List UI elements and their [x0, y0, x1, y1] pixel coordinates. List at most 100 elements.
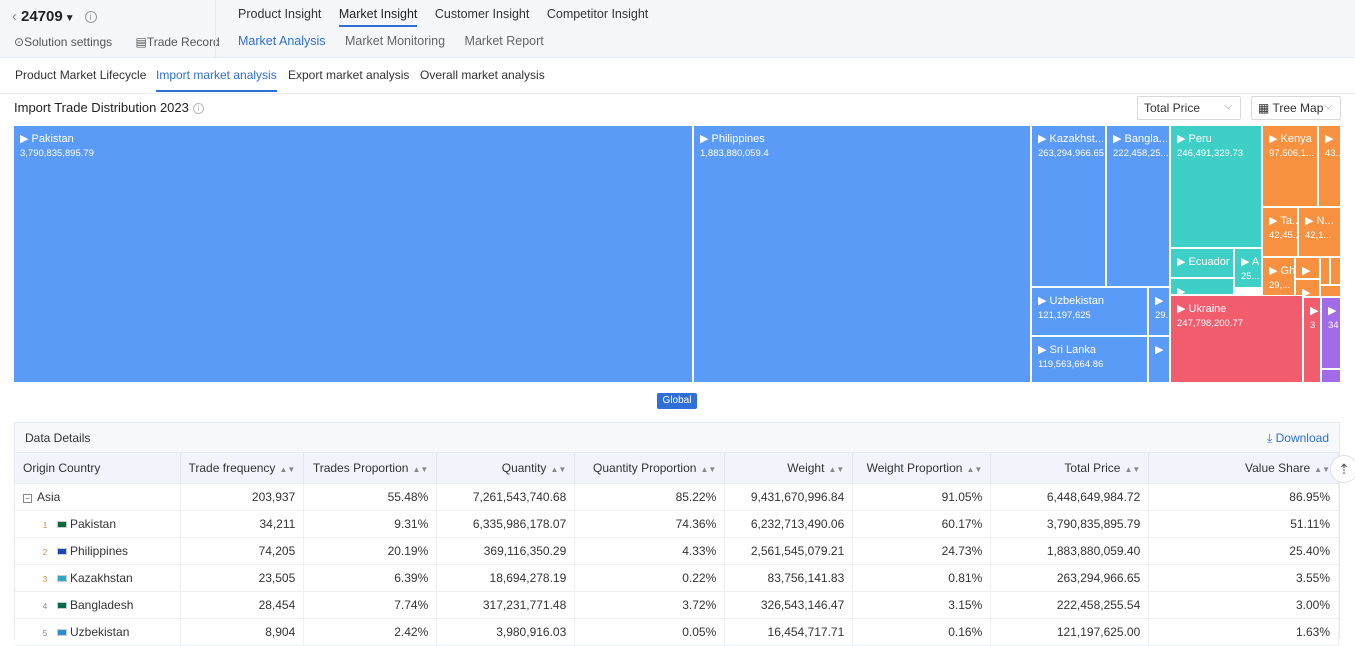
treemap-tile[interactable]: ▶ Peru 246,491,329.73: [1170, 125, 1262, 248]
treemap-tile-value: 3,790,835,895.79: [20, 148, 94, 159]
treemap-tile[interactable]: ▶: [1170, 278, 1234, 295]
column-header-label: Total Price: [1064, 460, 1121, 475]
view-select[interactable]: ▦ Tree Map ⌵: [1251, 96, 1341, 120]
treemap-tile-value: 42,1...: [1305, 230, 1332, 241]
tab-overall-market-analysis[interactable]: Overall market analysis: [420, 68, 545, 82]
treemap-tile[interactable]: ▶ Uzbekistan 121,197,625: [1031, 287, 1148, 336]
top-bar: ‹ 24709 ▼ i ⊙Solution settings ▤Trade Recor…: [0, 0, 1355, 58]
treemap-tile[interactable]: ▶ 29...: [1148, 287, 1170, 336]
treemap-tile[interactable]: ▶ A 25...: [1234, 248, 1262, 288]
treemap-tile[interactable]: ▶: [1295, 257, 1320, 279]
treemap-tile[interactable]: ▶ Kazakhst... 263,294,966.65: [1031, 125, 1106, 287]
column-header[interactable]: Origin Country: [15, 453, 181, 484]
treemap-tile[interactable]: ▶ Bangla... 222,458,25...: [1106, 125, 1170, 287]
treemap-tile[interactable]: [1321, 369, 1341, 383]
sort-icon[interactable]: ▲▼: [1314, 464, 1330, 474]
column-header-label: Trades Proportion: [312, 460, 409, 475]
tab-customer-insight[interactable]: Customer Insight: [434, 7, 530, 21]
treemap-tile[interactable]: [1330, 257, 1341, 285]
column-header[interactable]: Value Share ▲▼: [1148, 453, 1339, 484]
treemap-tile[interactable]: ▶: [1148, 336, 1170, 383]
table-row[interactable]: − Asia 203,937 55.48% 7,261,543,740.68 85.22%…: [15, 483, 1339, 511]
download-button[interactable]: ⤓ Download: [1266, 431, 1329, 445]
treemap-tile[interactable]: ▶ Sri Lanka 119,563,664.86: [1031, 336, 1148, 383]
treemap-tile[interactable]: ▶ 3: [1303, 297, 1321, 383]
tab-product-insight[interactable]: Product Insight: [238, 7, 322, 21]
treemap-tile[interactable]: ▶ Pakistan 3,790,835,895.79: [13, 125, 693, 383]
country-name: Kazakhstan: [70, 570, 133, 585]
sort-icon[interactable]: ▲▼: [1124, 464, 1141, 474]
country-name: Uzbekistan: [70, 624, 130, 639]
table-cell: 3,980,916.03: [436, 618, 576, 646]
sort-icon[interactable]: ▲▼: [700, 464, 717, 474]
column-header[interactable]: Weight ▲▼: [724, 453, 854, 484]
tab-export-market-analysis[interactable]: Export market analysis: [288, 68, 410, 82]
info-icon[interactable]: i: [192, 103, 204, 114]
column-header[interactable]: Quantity ▲▼: [436, 453, 576, 484]
table-row[interactable]: 3 Kazakhstan 23,505 6.39% 18,694,278.19 0.22%…: [15, 564, 1339, 592]
global-breadcrumb-button[interactable]: Global: [657, 393, 697, 409]
column-header[interactable]: Weight Proportion ▲▼: [852, 453, 992, 484]
sort-icon[interactable]: ▲▼: [550, 464, 567, 474]
table-row[interactable]: 1 Pakistan 34,211 9.31% 6,335,986,178.07 74.3…: [15, 510, 1339, 538]
tab-product-market-lifecycle[interactable]: Product Market Lifecycle: [15, 68, 147, 82]
trade-record-link[interactable]: ▤Trade Record: [135, 35, 220, 49]
flag-icon: [57, 574, 67, 582]
tab-competitor-insight[interactable]: Competitor Insight: [546, 7, 649, 21]
solution-settings-link[interactable]: ⊙Solution settings: [14, 35, 113, 49]
column-header[interactable]: Trade frequency ▲▼: [180, 453, 305, 484]
treemap-tile[interactable]: ▶: [1295, 279, 1320, 297]
data-details-header: Data Details ⤓ Download: [15, 423, 1339, 453]
column-header[interactable]: Total Price ▲▼: [990, 453, 1150, 484]
treemap-tile[interactable]: ▶ Ukraine 247,798,200.77: [1170, 295, 1303, 383]
table-cell: 369,116,350.29: [436, 537, 576, 565]
tab-import-market-analysis[interactable]: Import market analysis: [156, 68, 277, 92]
table-cell: 9.31%: [303, 510, 438, 538]
table-row[interactable]: 5 Uzbekistan 8,904 2.42% 3,980,916.03 0.05% 16…: [15, 618, 1339, 646]
treemap-tile[interactable]: [1320, 285, 1341, 297]
column-header[interactable]: Trades Proportion ▲▼: [303, 453, 438, 484]
info-icon[interactable]: i: [84, 11, 97, 23]
treemap-tile-value: [1331, 264, 1340, 267]
treemap-tile[interactable]: ▶ N... 42,1...: [1298, 207, 1341, 257]
sub-options: ⊙Solution settings ▤Trade Record: [14, 35, 240, 49]
treemap-tile[interactable]: ▶ 43...: [1318, 125, 1341, 207]
origin-country-cell: − Asia: [15, 483, 181, 511]
treemap-tile-label: ▶: [1310, 305, 1319, 317]
table-cell: 3.72%: [574, 591, 726, 619]
treemap-tile-value: [1321, 292, 1340, 295]
code-selector[interactable]: ‹ 24709 ▼ i: [12, 8, 97, 25]
treemap-tile[interactable]: ▶ Philippines 1,883,880,059.4: [693, 125, 1031, 383]
treemap-tile[interactable]: ▶ Ecuador: [1170, 248, 1234, 278]
table-cell: 9,431,670,996.84: [724, 483, 854, 511]
table-row[interactable]: 2 Philippines 74,205 20.19% 369,116,350.29 4.…: [15, 537, 1339, 565]
column-header[interactable]: Quantity Proportion ▲▼: [574, 453, 726, 484]
table-cell: 0.22%: [574, 564, 726, 592]
treemap-tile[interactable]: ▶ Ta... 42,45...: [1262, 207, 1298, 257]
back-to-top-button[interactable]: ⇡: [1330, 455, 1355, 483]
treemap-tile[interactable]: [1320, 257, 1330, 285]
tab-market-analysis[interactable]: Market Analysis: [238, 34, 326, 48]
tab-market-insight[interactable]: Market Insight: [338, 7, 418, 27]
treemap-tile[interactable]: ▶ Kenya 97,506,1...: [1262, 125, 1318, 207]
sort-icon[interactable]: ▲▼: [966, 464, 983, 474]
metric-select[interactable]: Total Price ⌵: [1137, 96, 1241, 120]
country-name: Bangladesh: [70, 597, 134, 612]
tab-market-monitoring[interactable]: Market Monitoring: [345, 34, 446, 48]
tab-market-report[interactable]: Market Report: [464, 34, 544, 48]
treemap-tile-label: ▶ Ta...: [1269, 215, 1298, 227]
collapse-icon[interactable]: −: [23, 493, 32, 503]
sort-icon[interactable]: ▲▼: [828, 464, 845, 474]
table-cell: 24.73%: [852, 537, 992, 565]
table-row[interactable]: 4 Bangladesh 28,454 7.74% 317,231,771.48 3.72…: [15, 591, 1339, 619]
sort-icon[interactable]: ▲▼: [279, 464, 296, 474]
sort-icon[interactable]: ▲▼: [412, 464, 429, 474]
treemap-tile-label: ▶ Gh: [1269, 265, 1295, 277]
table-cell: 4.33%: [574, 537, 726, 565]
treemap-tile[interactable]: ▶ Gh 29,...: [1262, 257, 1295, 297]
caret-down-icon[interactable]: ▼: [64, 13, 75, 24]
treemap-tile[interactable]: ▶ 34: [1321, 297, 1341, 369]
back-chevron-icon[interactable]: ‹: [12, 8, 17, 25]
column-header-label: Value Share: [1245, 460, 1311, 475]
chevron-down-icon: ⌵: [1324, 101, 1332, 112]
